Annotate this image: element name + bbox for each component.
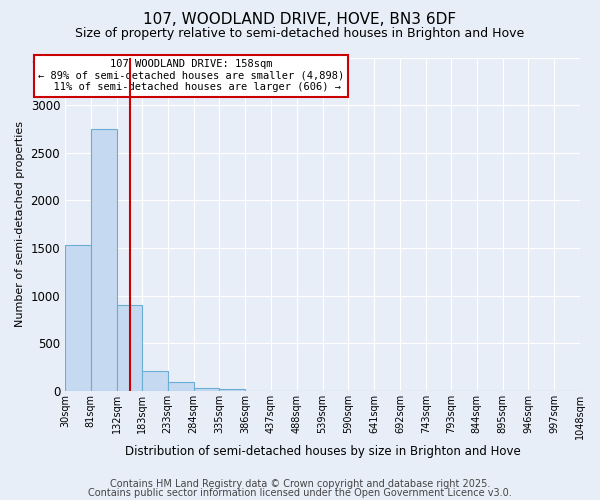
Bar	[142, 371, 168, 391]
Y-axis label: Number of semi-detached properties: Number of semi-detached properties	[15, 121, 25, 327]
Text: 107 WOODLAND DRIVE: 158sqm
← 89% of semi-detached houses are smaller (4,898)
  1: 107 WOODLAND DRIVE: 158sqm ← 89% of semi…	[38, 59, 344, 92]
Bar	[168, 382, 194, 391]
Bar	[91, 129, 116, 391]
Text: Contains HM Land Registry data © Crown copyright and database right 2025.: Contains HM Land Registry data © Crown c…	[110, 479, 490, 489]
Text: 107, WOODLAND DRIVE, HOVE, BN3 6DF: 107, WOODLAND DRIVE, HOVE, BN3 6DF	[143, 12, 457, 28]
Text: Contains public sector information licensed under the Open Government Licence v3: Contains public sector information licen…	[88, 488, 512, 498]
Bar	[65, 245, 91, 391]
Bar	[116, 305, 142, 391]
Bar	[220, 388, 245, 391]
X-axis label: Distribution of semi-detached houses by size in Brighton and Hove: Distribution of semi-detached houses by …	[125, 444, 520, 458]
Text: Size of property relative to semi-detached houses in Brighton and Hove: Size of property relative to semi-detach…	[76, 28, 524, 40]
Bar	[194, 388, 220, 391]
